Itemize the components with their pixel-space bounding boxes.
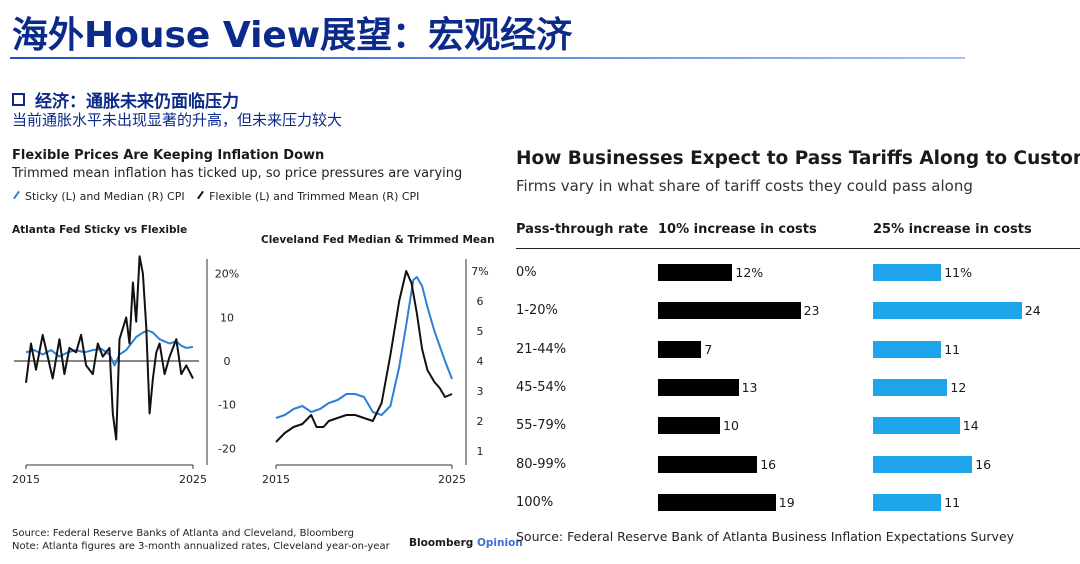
bar-25pct [873, 456, 973, 473]
cleveland-x-tick-label: 2025 [438, 473, 466, 486]
section-heading-text: 经济：通胀未来仍面临压力 [35, 92, 239, 112]
left-line-charts: 2015 2025 20% 10 0 -10 -20 2015 2025 7% 6 5 4 3 2 1 [12, 255, 489, 486]
cleveland-y-tick-label: 3 [477, 385, 484, 398]
bar-25pct [873, 417, 960, 434]
bar-10pct-value: 10 [723, 418, 739, 433]
bloomberg-opinion-logo: Bloomberg Opinion [409, 537, 523, 549]
cleveland-chart: 2015 2025 7% 6 5 4 3 2 1 [262, 259, 489, 486]
cleveland-panel-title: Cleveland Fed Median & Trimmed Mean [261, 234, 495, 246]
bar-25pct [873, 302, 1022, 319]
right-chart-source: Source: Federal Reserve Bank of Atlanta … [516, 529, 1015, 544]
legend-item-sticky: Sticky (L) and Median (R) CPI [12, 190, 185, 203]
column-header-rate: Pass-through rate [516, 222, 649, 237]
row-label: 1-20% [516, 303, 558, 318]
bar-10pct [658, 264, 733, 281]
row-label: 21-44% [516, 342, 567, 357]
bar-25pct-value: 11% [944, 265, 972, 280]
row-label: 100% [516, 495, 554, 510]
bar-25pct-value: 14 [962, 418, 979, 433]
bar-10pct-value: 7 [704, 342, 713, 357]
row-label: 55-79% [516, 418, 567, 433]
right-chart-title: How Businesses Expect to Pass Tariffs Al… [516, 148, 1080, 169]
legend-swatch-blue [13, 190, 20, 200]
atlanta-y-tick-label: 20% [215, 268, 239, 281]
atlanta-y-tick-label: -10 [218, 399, 236, 412]
legend-item-flexible: Flexible (L) and Trimmed Mean (R) CPI [196, 190, 419, 203]
row-label: 45-54% [516, 380, 567, 395]
bar-10pct-value: 23 [803, 303, 820, 318]
bar-25pct [873, 379, 948, 396]
bar-25pct-value: 11 [944, 495, 961, 510]
row-label: 0% [516, 265, 537, 280]
bar-10pct [658, 417, 720, 434]
atlanta-panel-title: Atlanta Fed Sticky vs Flexible [12, 224, 188, 236]
bar-25pct-value: 12 [950, 380, 967, 395]
bar-25pct [873, 264, 942, 281]
atlanta-y-tick-label: 10 [220, 311, 234, 324]
left-chart-note: Note: Atlanta figures are 3-month annual… [12, 541, 390, 552]
bar-25pct-value: 24 [1024, 303, 1041, 318]
left-chart-title: Flexible Prices Are Keeping Inflation Do… [12, 148, 325, 163]
bar-25pct-value: 11 [944, 342, 961, 357]
cleveland-y-tick-label: 5 [477, 325, 484, 338]
legend-label-sticky: Sticky (L) and Median (R) CPI [25, 190, 185, 203]
bar-10pct-value: 16 [760, 457, 777, 472]
bar-10pct [658, 379, 739, 396]
atlanta-y-tick-label: -20 [218, 442, 236, 455]
checkbox-square-icon [12, 93, 25, 106]
bar-10pct [658, 341, 702, 358]
column-header-10pct: 10% increase in costs [658, 222, 817, 237]
atlanta-y-tick-label: 0 [224, 355, 231, 368]
bar-10pct-value: 19 [778, 495, 795, 510]
section-subheading: 当前通胀水平未出现显著的升高，但未来压力较大 [12, 111, 343, 129]
brand-suffix: Opinion [476, 537, 523, 549]
right-chart-subtitle: Firms vary in what share of tariff costs… [516, 177, 973, 195]
bar-25pct [873, 341, 942, 358]
atlanta-x-tick-label: 2025 [179, 473, 207, 486]
bar-10pct [658, 302, 801, 319]
bar-10pct-value: 13 [741, 380, 758, 395]
row-label: 80-99% [516, 457, 567, 472]
cleveland-y-tick-label: 4 [477, 355, 484, 368]
legend-swatch-black [197, 190, 204, 200]
bar-25pct-value: 16 [975, 457, 992, 472]
bar-10pct [658, 456, 758, 473]
brand-name: Bloomberg [409, 537, 474, 549]
atlanta-chart: 2015 2025 20% 10 0 -10 -20 [12, 255, 239, 486]
left-chart-subtitle: Trimmed mean inflation has ticked up, so… [12, 166, 463, 181]
bar-10pct-value: 12% [735, 265, 764, 280]
section-heading: 经济：通胀未来仍面临压力 [12, 87, 239, 112]
cleveland-y-tick-label: 6 [477, 295, 484, 308]
left-chart-legend: Sticky (L) and Median (R) CPI Flexible (… [12, 190, 427, 203]
cleveland-y-tick-label: 1 [477, 445, 484, 458]
atlanta-x-tick-label: 2015 [12, 473, 40, 486]
left-chart-source: Source: Federal Reserve Banks of Atlanta… [12, 528, 355, 539]
cleveland-x-tick-label: 2015 [262, 473, 290, 486]
cleveland-y-tick-label: 2 [477, 415, 484, 428]
title-divider [10, 57, 965, 59]
cleveland-y-tick-label: 7% [471, 265, 488, 278]
cleveland-series-median [275, 276, 453, 419]
header-divider [516, 248, 1080, 249]
bar-10pct [658, 494, 776, 511]
page-title: 海外House View展望：宏观经济 [12, 15, 573, 56]
column-header-25pct: 25% increase in costs [873, 222, 1032, 237]
legend-label-flexible: Flexible (L) and Trimmed Mean (R) CPI [209, 190, 420, 203]
bar-25pct [873, 494, 942, 511]
cleveland-series-trimmed-mean [275, 270, 453, 443]
atlanta-series-flexible [25, 255, 194, 441]
